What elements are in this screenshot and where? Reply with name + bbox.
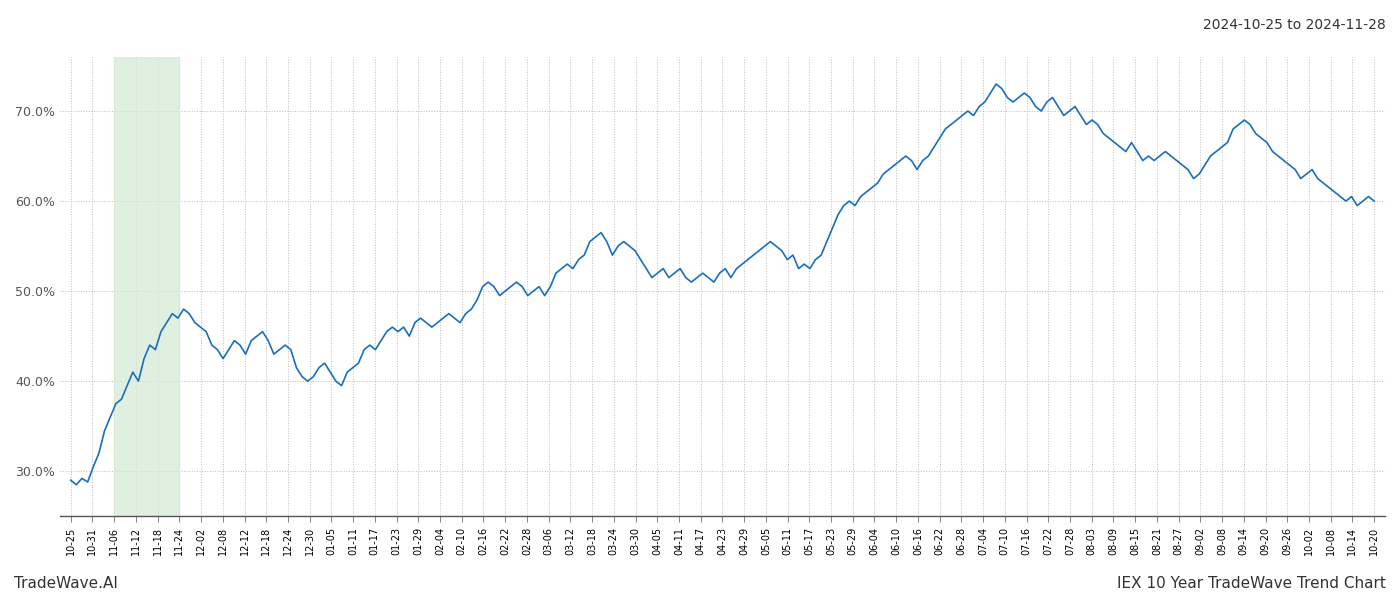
Text: TradeWave.AI: TradeWave.AI (14, 576, 118, 591)
Text: 2024-10-25 to 2024-11-28: 2024-10-25 to 2024-11-28 (1203, 18, 1386, 32)
Bar (115, 57, 179, 516)
Text: IEX 10 Year TradeWave Trend Chart: IEX 10 Year TradeWave Trend Chart (1117, 576, 1386, 591)
